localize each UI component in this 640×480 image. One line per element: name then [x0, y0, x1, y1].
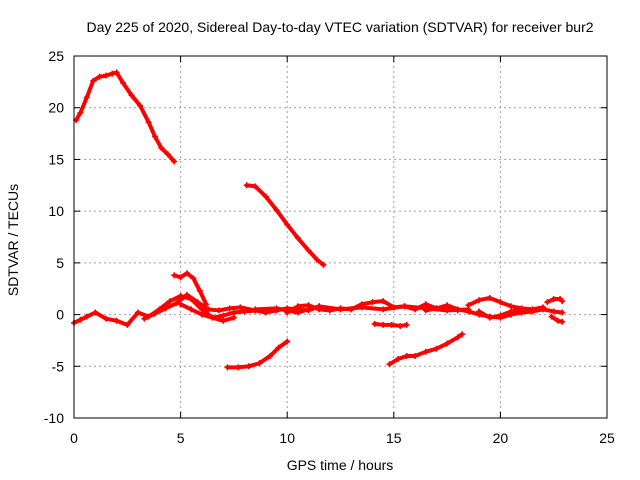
data-trace-segment	[195, 300, 211, 312]
data-trace-segment	[84, 78, 96, 100]
data-trace-segment	[184, 292, 200, 305]
y-tick-label: 0	[56, 307, 64, 323]
data-trace-segment	[157, 299, 172, 312]
series-arc-2	[243, 182, 327, 268]
series-arc-16	[548, 313, 566, 325]
data-point	[559, 318, 566, 325]
data-trace-segment	[253, 184, 268, 199]
y-tick-label: -5	[52, 358, 65, 374]
data-trace-segment	[274, 208, 290, 227]
y-tick-label: 5	[56, 255, 64, 271]
series-arc-10	[371, 320, 410, 329]
series-arc-6	[177, 301, 259, 321]
data-trace-segment	[93, 310, 108, 321]
y-tick-label: -10	[44, 410, 64, 426]
data-point	[230, 314, 237, 321]
series-arc-13	[465, 295, 547, 313]
data-point	[459, 331, 466, 338]
x-tick-label: 25	[599, 430, 615, 446]
axis-ticks: 0 5 10 15 20 25 -10 -5 0 5 10 15 20 25	[44, 48, 615, 446]
data-point	[559, 309, 566, 316]
y-tick-label: 15	[48, 151, 64, 167]
data-trace-segment	[295, 236, 311, 253]
series-arc-7	[224, 338, 291, 371]
data-trace-segment	[146, 120, 158, 139]
data-trace-segment	[174, 292, 189, 306]
data-point	[529, 308, 536, 315]
data-trace-segment	[276, 339, 290, 350]
data-point	[171, 158, 178, 165]
data-trace-segment	[165, 152, 177, 164]
x-tick-label: 0	[70, 430, 78, 446]
chart-title: Day 225 of 2020, Sidereal Day-to-day VTE…	[86, 19, 593, 35]
data-point	[540, 304, 547, 311]
data-trace-segment	[263, 194, 279, 213]
grid-lines	[74, 56, 607, 418]
data-trace-segment	[285, 304, 300, 315]
y-tick-label: 25	[48, 48, 64, 64]
data-points	[71, 69, 566, 371]
y-axis-label: SDTVAR / TECUs	[5, 184, 21, 296]
data-trace-segment	[359, 305, 386, 312]
data-trace-segment	[253, 306, 279, 312]
data-trace-segment	[138, 103, 151, 125]
data-point	[403, 321, 410, 328]
data-trace-segment	[125, 310, 140, 327]
data-trace-segment	[153, 134, 164, 151]
series-arc-11	[386, 331, 466, 368]
data-trace-segment	[197, 288, 209, 307]
data-point	[284, 338, 291, 345]
data-trace-segment	[306, 248, 320, 262]
x-tick-label: 15	[386, 430, 402, 446]
data-trace-segment	[78, 95, 89, 115]
series-arc-3	[171, 270, 210, 308]
series-arc-15	[544, 296, 566, 306]
x-axis-label: GPS time / hours	[287, 457, 394, 473]
x-tick-label: 20	[493, 430, 509, 446]
y-tick-label: 10	[48, 203, 64, 219]
series-arc-1	[73, 69, 178, 165]
data-point	[559, 298, 566, 305]
data-trace-segment	[114, 70, 126, 85]
plot-frame	[73, 55, 608, 419]
data-trace-segment	[445, 335, 460, 346]
data-trace-segment	[315, 257, 326, 267]
data-trace-segment	[191, 276, 202, 293]
data-trace-segment	[477, 309, 492, 320]
data-trace-segment	[121, 80, 134, 98]
data-trace-segment	[129, 93, 143, 108]
data-trace-segment	[381, 299, 396, 310]
x-tick-label: 5	[177, 430, 185, 446]
data-trace-segment	[285, 222, 300, 241]
series-arc-14	[476, 306, 536, 321]
data-point	[320, 261, 327, 268]
y-tick-label: 20	[48, 100, 64, 116]
x-tick-label: 10	[279, 430, 295, 446]
data-trace-segment	[257, 353, 273, 366]
